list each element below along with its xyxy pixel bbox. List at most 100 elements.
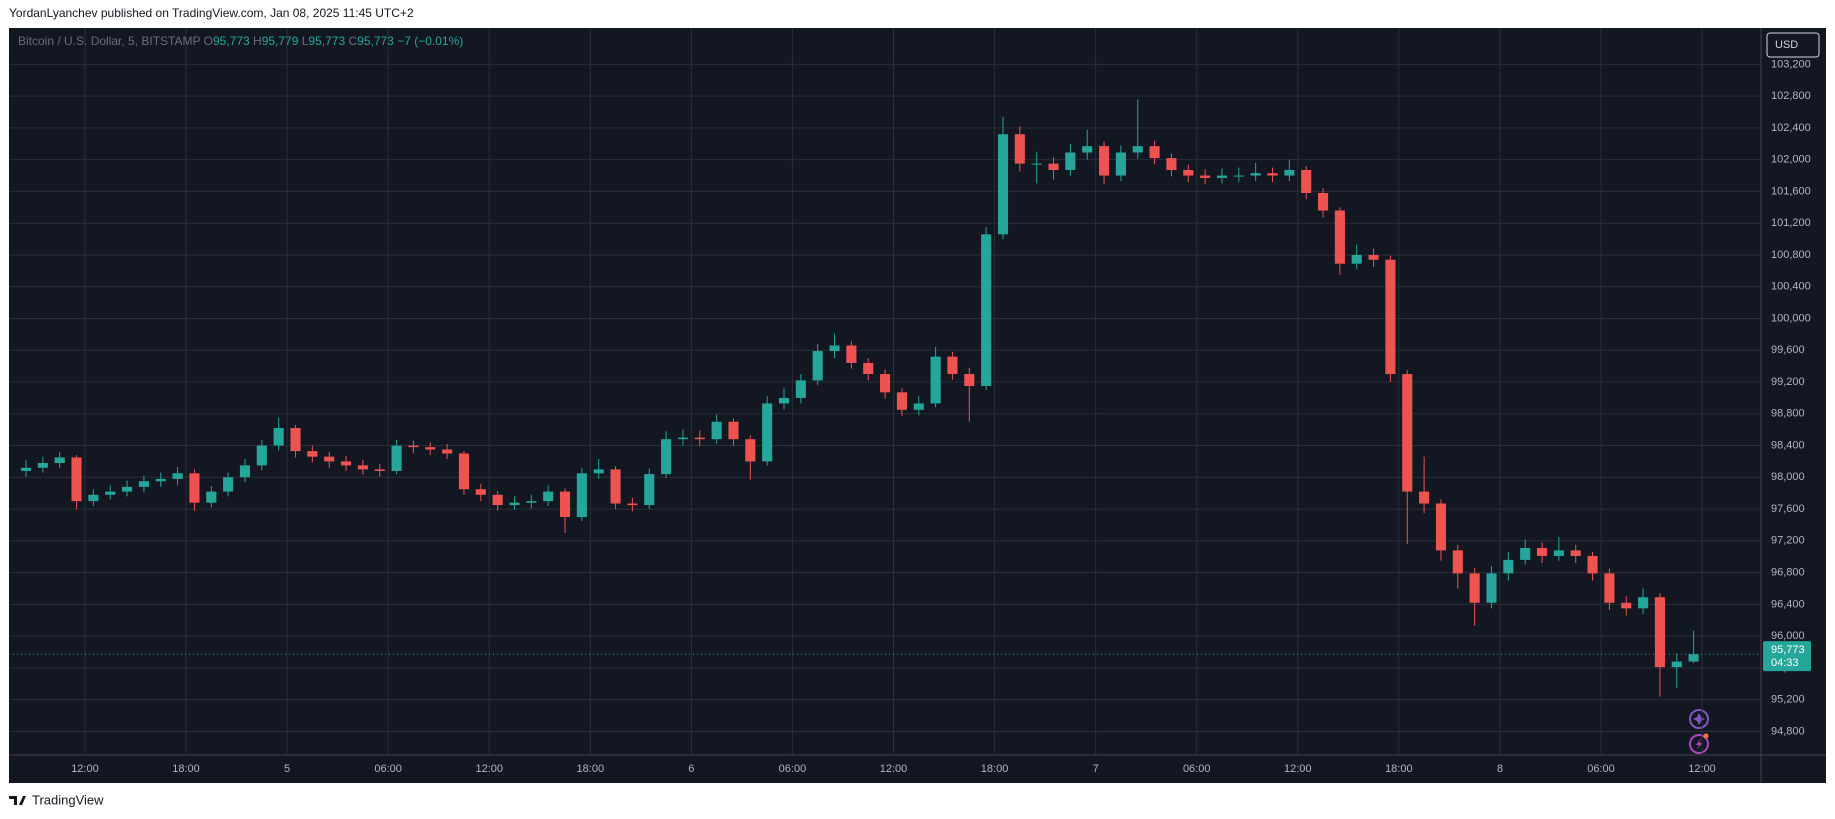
- candle-body: [1570, 550, 1581, 556]
- candle-body: [1452, 550, 1463, 574]
- countdown-label: 04:33: [1771, 657, 1799, 669]
- candle-body: [1216, 175, 1228, 178]
- candle-body: [307, 451, 318, 457]
- y-tick-label: 95,200: [1771, 694, 1805, 706]
- y-tick-label: 96,000: [1771, 630, 1805, 642]
- candle-body: [442, 449, 453, 454]
- y-tick-label: 100,400: [1771, 281, 1811, 293]
- x-tick-label: 12:00: [1688, 763, 1716, 775]
- candle-body: [1183, 169, 1194, 176]
- x-tick-label: 06:00: [374, 763, 402, 775]
- x-tick-label: 7: [1093, 763, 1099, 775]
- alerts-glyph: [1696, 738, 1702, 750]
- candle-body: [172, 473, 183, 479]
- x-tick-label: 12:00: [71, 763, 99, 775]
- x-tick-label: 06:00: [1183, 763, 1211, 775]
- y-tick-label: 99,200: [1771, 376, 1805, 388]
- candle-body: [846, 345, 857, 363]
- candle-body: [20, 467, 32, 471]
- candle-body: [593, 469, 604, 474]
- candle-body: [475, 489, 486, 495]
- candle-body: [1688, 654, 1699, 662]
- assistant-glyph: [1693, 713, 1705, 725]
- candles: [20, 99, 1699, 697]
- candle-body: [812, 351, 823, 381]
- candle-body: [1402, 374, 1413, 492]
- candle-body: [239, 465, 251, 478]
- candle-body: [762, 403, 773, 462]
- y-tick-label: 99,600: [1771, 344, 1805, 356]
- ohlc-key: O: [203, 34, 213, 48]
- y-tick-label: 102,800: [1771, 90, 1811, 102]
- ohlc-value: 95,773: [308, 34, 346, 48]
- x-tick-label: 18:00: [577, 763, 605, 775]
- candle-body: [290, 428, 301, 452]
- candle-body: [1334, 210, 1345, 264]
- candle-body: [1469, 573, 1480, 603]
- candle-body: [576, 473, 587, 518]
- x-tick-label: 12:00: [1284, 763, 1312, 775]
- candle-body: [1385, 259, 1396, 375]
- x-tick-label: 5: [284, 763, 290, 775]
- y-tick-label: 96,400: [1771, 598, 1805, 610]
- candle-body: [374, 469, 385, 471]
- candle-body: [71, 457, 82, 502]
- candle-body: [526, 501, 537, 503]
- ohlc-key: H: [253, 34, 262, 48]
- candle-body: [273, 428, 284, 446]
- candle-body: [610, 469, 621, 504]
- candle-body: [778, 397, 790, 404]
- candle-body: [324, 456, 335, 462]
- assistant-icon[interactable]: [1689, 709, 1709, 729]
- candle-body: [661, 439, 672, 475]
- candle-body: [981, 234, 992, 386]
- candle-body: [458, 453, 470, 490]
- ohlc-value: 95,773: [212, 34, 250, 48]
- candle-body: [829, 345, 840, 352]
- candle-body: [357, 465, 368, 470]
- candle-body: [964, 374, 975, 386]
- candle-body: [1587, 555, 1598, 574]
- candle-body: [1486, 573, 1497, 603]
- alerts-badge: [1703, 733, 1709, 739]
- candle-body: [1115, 152, 1126, 176]
- candle-body: [256, 445, 267, 466]
- candle-body: [728, 421, 739, 440]
- candle-body: [1200, 175, 1211, 178]
- candle-body: [1284, 169, 1295, 176]
- alerts-icon[interactable]: [1689, 734, 1709, 754]
- x-tick-label: 8: [1497, 763, 1503, 775]
- candle-body: [105, 491, 116, 495]
- y-tick-label: 100,000: [1771, 312, 1811, 324]
- y-tick-label: 98,000: [1771, 471, 1805, 483]
- candle-body: [1520, 547, 1531, 560]
- currency-button[interactable]: [1766, 32, 1820, 58]
- candle-body: [1233, 175, 1244, 177]
- candle-body: [155, 478, 166, 482]
- currency-label: USD: [1775, 39, 1798, 51]
- x-tick-label: 06:00: [1587, 763, 1615, 775]
- y-tick-label: 100,800: [1771, 249, 1811, 261]
- candle-body: [1419, 491, 1430, 504]
- candle-body: [425, 447, 436, 450]
- ohlc-value: 95,779: [261, 34, 299, 48]
- candle-body: [1132, 146, 1143, 153]
- candle-body: [1267, 173, 1278, 176]
- candle-body: [54, 457, 65, 464]
- candle-body: [880, 374, 891, 393]
- candle-body: [1014, 134, 1025, 164]
- candle-body: [930, 356, 941, 404]
- y-tick-label: 102,000: [1771, 154, 1811, 166]
- y-tick-label: 94,800: [1771, 725, 1805, 737]
- candle-body: [223, 477, 234, 492]
- candle-body: [1351, 254, 1362, 264]
- candle-body: [694, 437, 705, 440]
- candle-body: [1082, 146, 1093, 153]
- candle-body: [1301, 169, 1312, 194]
- ohlc-key: L: [301, 34, 309, 48]
- candle-body: [1621, 602, 1632, 609]
- y-tick-label: 98,400: [1771, 439, 1805, 451]
- candle-body: [1149, 146, 1160, 159]
- ohlc-key: C: [348, 34, 358, 48]
- change-value: −7 (−0.01%): [397, 34, 464, 48]
